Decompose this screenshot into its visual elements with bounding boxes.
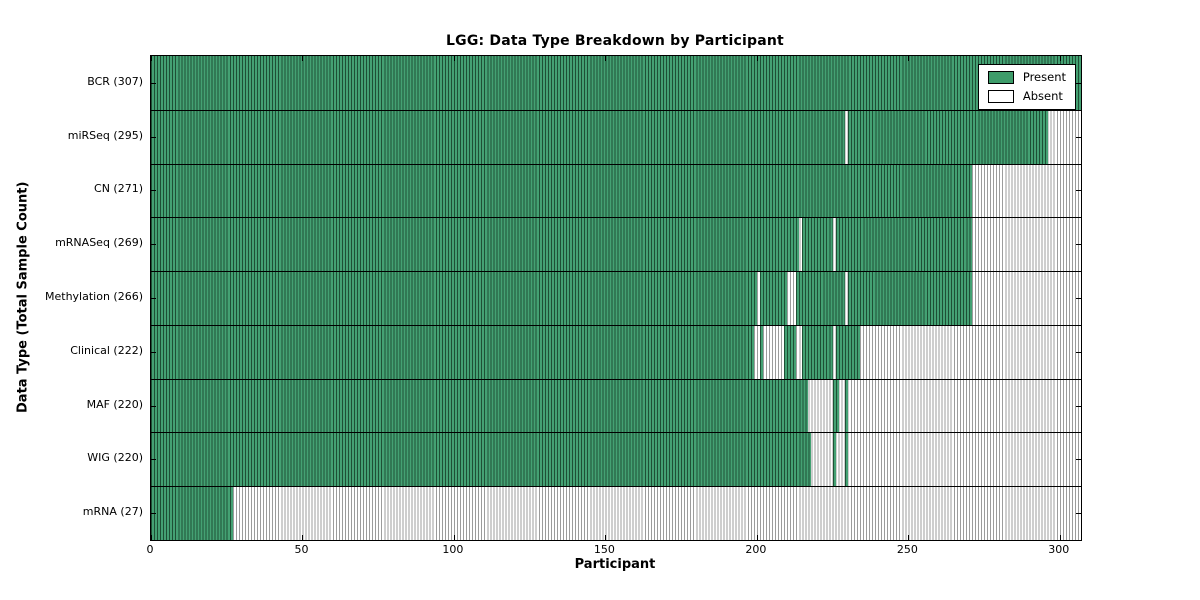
legend-label: Absent (1022, 89, 1063, 103)
present-segment (784, 325, 797, 380)
legend-label: Present (1022, 70, 1066, 84)
y-tick (1076, 405, 1081, 407)
x-tick-label: 100 (442, 543, 464, 556)
y-tick-label: WIG (220) (87, 451, 143, 465)
present-segment (835, 218, 972, 273)
plot-area: Present Absent (150, 55, 1082, 541)
present-segment (835, 325, 860, 380)
present-segment (151, 272, 757, 326)
present-segment (832, 379, 839, 434)
x-tick (453, 535, 455, 540)
y-tick (1076, 136, 1081, 138)
x-tick-label: 0 (146, 543, 154, 556)
x-tick (1059, 56, 1061, 61)
present-segment (847, 272, 972, 326)
y-tick (151, 459, 156, 461)
x-tick-label: 200 (745, 543, 767, 556)
y-tick (151, 190, 156, 192)
present-swatch-icon (987, 71, 1014, 84)
x-tick-label: 150 (593, 543, 615, 556)
present-segment (759, 272, 788, 326)
row-wig (151, 432, 1081, 488)
x-tick-label: 250 (896, 543, 918, 556)
y-tick (1076, 513, 1081, 515)
present-segment (151, 325, 754, 380)
x-tick (605, 535, 607, 540)
x-tick (302, 56, 304, 61)
legend: Present Absent (977, 64, 1076, 110)
y-tick (1076, 459, 1081, 461)
y-tick (151, 351, 156, 353)
x-tick (908, 535, 910, 540)
y-tick (1076, 190, 1081, 192)
x-tick (605, 56, 607, 61)
x-tick (908, 56, 910, 61)
y-tick (1076, 82, 1081, 84)
row-cn (151, 163, 1081, 219)
present-segment (151, 379, 809, 434)
present-segment (847, 110, 1048, 165)
row-maf (151, 378, 1081, 434)
x-tick-label: 50 (294, 543, 309, 556)
chart-title: LGG: Data Type Breakdown by Participant (446, 33, 784, 49)
y-tick (151, 82, 156, 84)
present-segment (151, 164, 972, 219)
y-tick (151, 513, 156, 515)
y-axis-title: Data Type (Total Sample Count) (15, 181, 31, 413)
y-tick (151, 298, 156, 299)
row-methylation (151, 271, 1081, 326)
x-tick (756, 56, 758, 61)
y-tick-label: miRSeq (295) (67, 128, 143, 142)
present-segment (151, 110, 845, 165)
x-tick (151, 535, 152, 540)
y-tick (1076, 244, 1081, 246)
row-mirseq (151, 109, 1081, 165)
row-mrna (151, 486, 1081, 540)
y-tick-label: Methylation (266) (45, 290, 143, 303)
y-tick-label: mRNA (27) (82, 505, 143, 519)
y-tick-label: MAF (220) (86, 397, 143, 411)
absent-swatch-icon (987, 90, 1014, 103)
legend-item-present: Present (987, 70, 1066, 84)
x-tick (151, 56, 152, 61)
x-tick (1059, 535, 1061, 540)
y-tick-label: mRNASeq (269) (55, 236, 143, 250)
present-segment (796, 272, 845, 326)
present-segment (802, 218, 833, 273)
y-tick-label: CN (271) (94, 182, 143, 196)
y-tick (1076, 351, 1081, 353)
row-clinical (151, 324, 1081, 380)
y-tick-label: BCR (307) (87, 74, 143, 88)
y-tick (151, 244, 156, 246)
present-segment (844, 379, 848, 434)
present-segment (759, 325, 763, 380)
y-tick-label: Clinical (222) (70, 343, 143, 357)
present-segment (151, 56, 1081, 111)
x-tick-label: 300 (1048, 543, 1070, 556)
x-tick (302, 535, 304, 540)
y-tick (151, 136, 156, 138)
y-tick (151, 405, 156, 407)
x-tick (453, 56, 455, 61)
x-axis-title: Participant (574, 557, 656, 572)
row-mrnaseq (151, 217, 1081, 273)
row-bcr (151, 56, 1081, 111)
present-segment (844, 433, 848, 488)
present-segment (832, 433, 836, 488)
present-segment (151, 218, 800, 273)
present-segment (151, 433, 812, 488)
legend-item-absent: Absent (987, 89, 1066, 103)
rows-container (151, 56, 1081, 540)
present-segment (802, 325, 833, 380)
x-tick (756, 535, 758, 540)
y-tick (1076, 298, 1081, 299)
present-segment (151, 487, 233, 540)
